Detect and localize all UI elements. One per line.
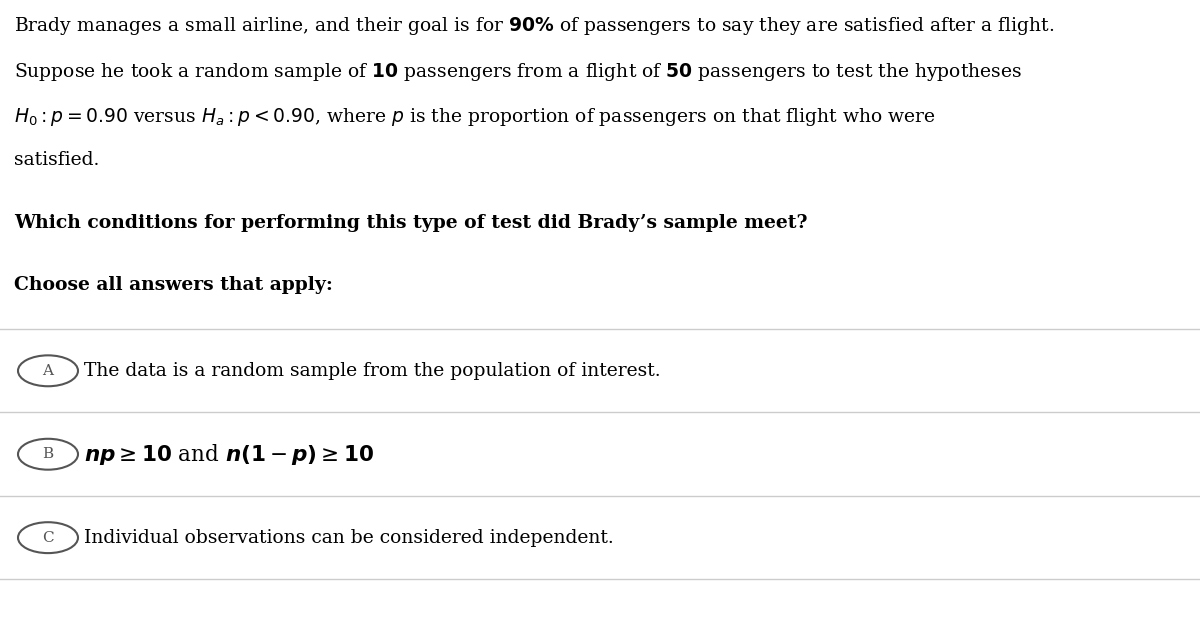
Text: Which conditions for performing this type of test did Brady’s sample meet?: Which conditions for performing this typ… xyxy=(14,214,808,232)
Text: $\boldsymbol{np} \geq \mathbf{10}$ and $\boldsymbol{n}\mathbf{(1} - \boldsymbol{: $\boldsymbol{np} \geq \mathbf{10}$ and $… xyxy=(84,442,374,467)
Text: The data is a random sample from the population of interest.: The data is a random sample from the pop… xyxy=(84,362,661,380)
Text: Suppose he took a random sample of $\mathbf{10}$ passengers from a flight of $\m: Suppose he took a random sample of $\mat… xyxy=(14,61,1022,83)
Text: A: A xyxy=(42,364,54,378)
Text: Brady manages a small airline, and their goal is for $\mathbf{90\%}$ of passenge: Brady manages a small airline, and their… xyxy=(14,15,1055,38)
Text: C: C xyxy=(42,531,54,544)
Text: B: B xyxy=(42,447,54,461)
Text: Choose all answers that apply:: Choose all answers that apply: xyxy=(14,276,334,294)
Text: Individual observations can be considered independent.: Individual observations can be considere… xyxy=(84,528,613,547)
Text: $H_0 : p = 0.90$ versus $H_a : p < 0.90$, where $p$ is the proportion of passeng: $H_0 : p = 0.90$ versus $H_a : p < 0.90$… xyxy=(14,106,936,128)
Text: satisfied.: satisfied. xyxy=(14,151,100,169)
